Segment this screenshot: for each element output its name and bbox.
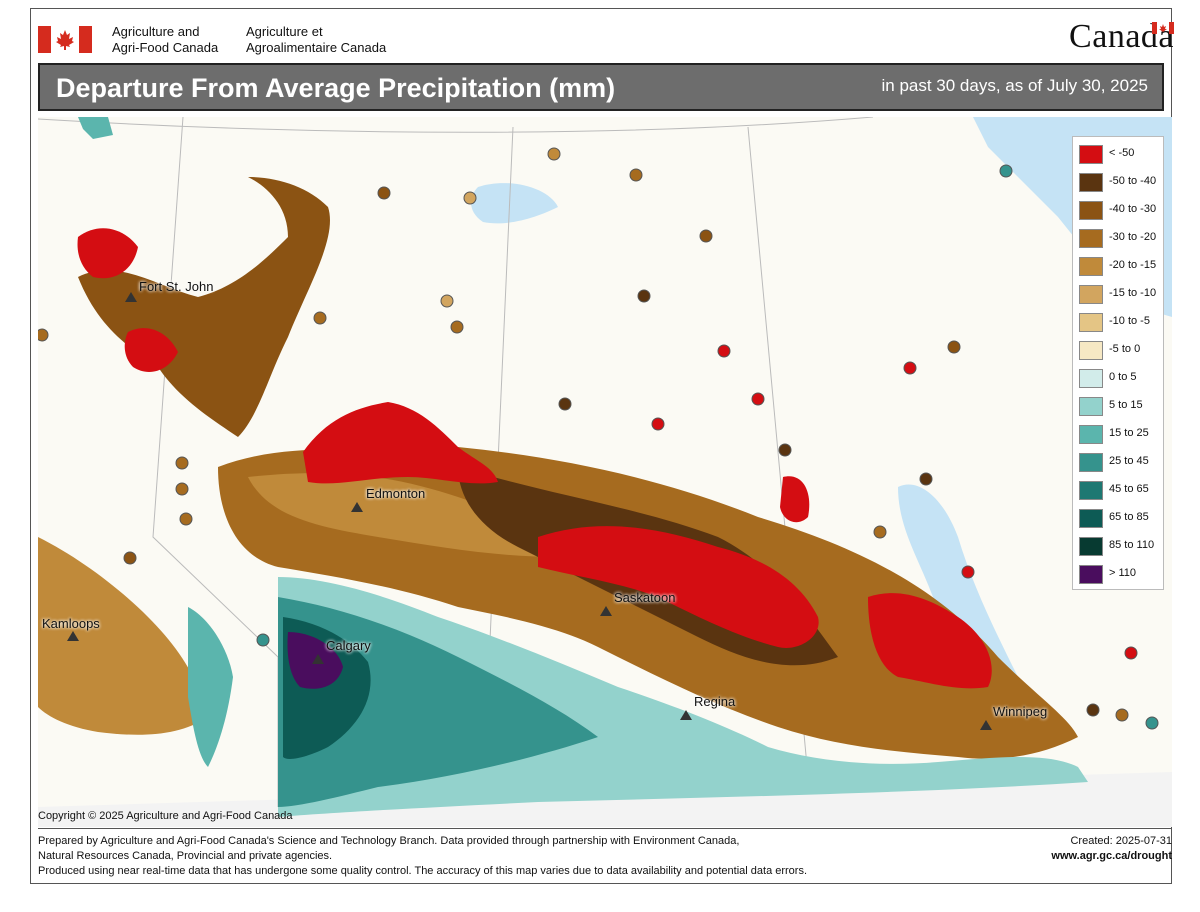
very-dry-manitoba bbox=[868, 593, 992, 689]
very-dry-fort-st-john bbox=[77, 228, 138, 279]
nwt-border bbox=[38, 117, 874, 133]
legend-swatch bbox=[1079, 509, 1103, 528]
legend-swatch bbox=[1079, 369, 1103, 388]
legend-swatch bbox=[1079, 201, 1103, 220]
header: Agriculture and Agri-Food Canada Agricul… bbox=[38, 18, 1174, 58]
agency-fr-line1: Agriculture et bbox=[246, 24, 323, 39]
dry-zone-north bbox=[78, 177, 330, 437]
agency-name-en: Agriculture and Agri-Food Canada bbox=[112, 24, 218, 56]
legend-label: -30 to -20 bbox=[1109, 231, 1157, 243]
legend-label: 5 to 15 bbox=[1109, 399, 1143, 411]
very-dry-peace bbox=[124, 328, 178, 372]
footer-divider bbox=[38, 828, 1172, 829]
drought-url[interactable]: www.agr.gc.ca/drought bbox=[1051, 850, 1172, 862]
city-label-kamloops: Kamloops bbox=[42, 616, 100, 631]
title-bar: Departure From Average Precipitation (mm… bbox=[38, 63, 1164, 111]
legend: < -50 -50 to -40 -40 to -30 -30 to -20 -20 t… bbox=[1072, 136, 1164, 590]
legend-label: > 110 bbox=[1109, 567, 1137, 579]
legend-label: -40 to -30 bbox=[1109, 203, 1157, 215]
legend-swatch bbox=[1079, 565, 1103, 584]
legend-swatch bbox=[1079, 173, 1103, 192]
legend-label: 45 to 65 bbox=[1109, 483, 1149, 495]
legend-swatch bbox=[1079, 285, 1103, 304]
legend-label: -15 to -10 bbox=[1109, 287, 1157, 299]
footer-line3: Produced using near real-time data that … bbox=[38, 865, 808, 877]
legend-swatch bbox=[1079, 425, 1103, 444]
very-dry-central-sask bbox=[538, 526, 819, 648]
city-label-saskatoon: Saskatoon bbox=[614, 590, 676, 605]
map-title: Departure From Average Precipitation (mm… bbox=[56, 73, 616, 103]
legend-swatch bbox=[1079, 341, 1103, 360]
city-label-winnipeg: Winnipeg bbox=[993, 704, 1048, 719]
agency-en-line1: Agriculture and bbox=[112, 24, 200, 39]
city-markers bbox=[67, 292, 992, 730]
legend-swatch bbox=[1079, 229, 1103, 248]
map-subtitle: in past 30 days, as of July 30, 2025 bbox=[881, 76, 1148, 95]
agency-en-line2: Agri-Food Canada bbox=[112, 40, 219, 55]
city-label-edmonton: Edmonton bbox=[366, 486, 426, 501]
wet-zone-rockies bbox=[188, 607, 233, 767]
city-label-calgary: Calgary bbox=[326, 638, 371, 653]
wet-patch-north bbox=[78, 117, 113, 139]
legend-label: 85 to 110 bbox=[1109, 539, 1155, 551]
lake-athabasca bbox=[471, 183, 558, 224]
agency-fr-line2: Agroalimentaire Canada bbox=[246, 40, 387, 55]
copyright: Copyright © 2025 Agriculture and Agri-Fo… bbox=[38, 810, 293, 822]
legend-label: 25 to 45 bbox=[1109, 455, 1149, 467]
legend-swatch bbox=[1079, 397, 1103, 416]
legend-label: 15 to 25 bbox=[1109, 427, 1149, 439]
city-label-fort-st-john: Fort St. John bbox=[139, 279, 214, 294]
dry-zone-bc bbox=[38, 537, 208, 735]
map-canvas bbox=[38, 117, 1172, 827]
canada-flag-icon bbox=[38, 26, 92, 53]
legend-swatch bbox=[1079, 537, 1103, 556]
legend-label: < -50 bbox=[1109, 147, 1135, 159]
legend-swatch bbox=[1079, 313, 1103, 332]
agency-name-fr: Agriculture et Agroalimentaire Canada bbox=[246, 24, 386, 56]
wordmark-flag-icon bbox=[1152, 22, 1174, 34]
dry-zone-light bbox=[248, 473, 558, 557]
legend-label: -5 to 0 bbox=[1109, 343, 1141, 355]
legend-label: -50 to -40 bbox=[1109, 175, 1157, 187]
precipitation-map: Fort St. John Edmonton Kamloops Calgary … bbox=[38, 117, 1172, 827]
legend-label: 0 to 5 bbox=[1109, 371, 1137, 383]
wet-zone-alberta bbox=[278, 597, 598, 807]
legend-swatch bbox=[1079, 453, 1103, 472]
very-dry-edmonton-north bbox=[303, 402, 498, 484]
legend-label: 65 to 85 bbox=[1109, 511, 1149, 523]
legend-label: -10 to -5 bbox=[1109, 315, 1150, 327]
legend-swatch bbox=[1079, 145, 1103, 164]
legend-swatch bbox=[1079, 257, 1103, 276]
created-date: Created: 2025-07-31 bbox=[1070, 835, 1172, 847]
footer-line1: Prepared by Agriculture and Agri-Food Ca… bbox=[38, 835, 740, 847]
station-markers bbox=[38, 147, 1159, 730]
legend-swatch bbox=[1079, 481, 1103, 500]
city-label-regina: Regina bbox=[694, 694, 736, 709]
legend-label: -20 to -15 bbox=[1109, 259, 1157, 271]
very-dry-north-mb bbox=[780, 476, 810, 523]
footer-line2: Natural Resources Canada, Provincial and… bbox=[38, 850, 333, 862]
